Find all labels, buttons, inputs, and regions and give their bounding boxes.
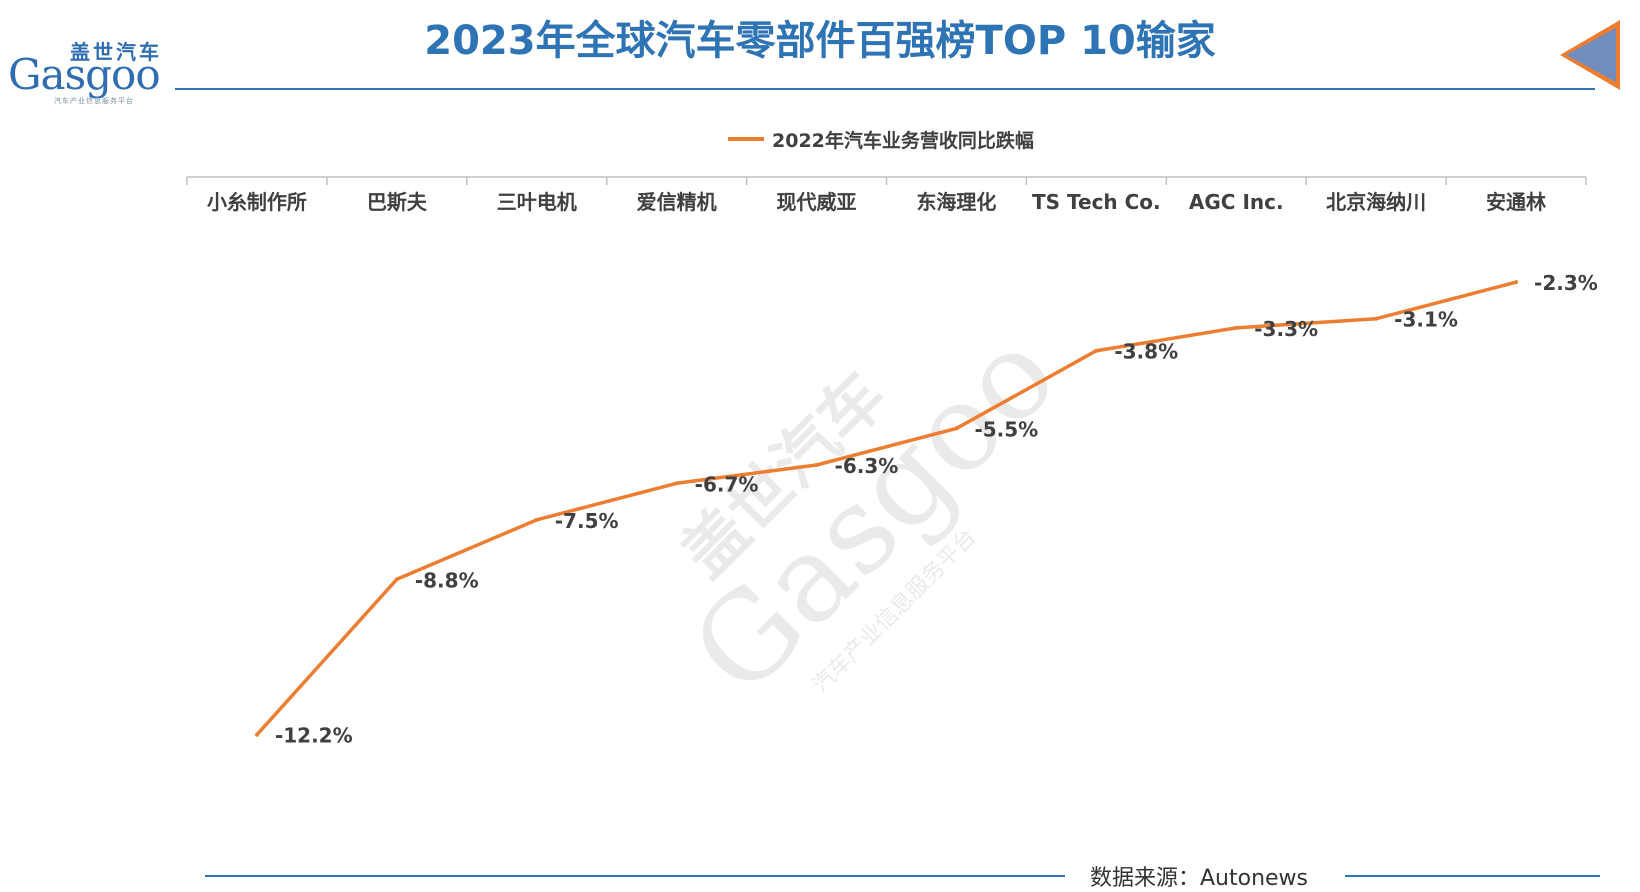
x-tick-label: 爱信精机 [637,190,717,214]
data-label: -3.8% [1114,340,1178,364]
x-tick-label: 小糸制作所 [207,190,307,214]
data-label: -6.3% [835,454,899,478]
x-tick-label: 安通林 [1486,190,1546,214]
data-point [954,426,959,431]
logo-english-text: Gasgoo [8,50,161,99]
data-point [674,481,679,486]
corner-arrow-icon [1560,20,1620,90]
data-label: -3.3% [1254,317,1318,341]
data-point [254,732,259,737]
data-label: -2.3% [1534,271,1598,295]
legend-label: 2022年汽车业务营收同比跌幅 [772,130,1034,152]
data-label: -6.7% [695,472,759,496]
x-tick-label: 三叶电机 [497,190,577,214]
x-tick-label: TS Tech Co. [1032,190,1161,214]
logo-subtitle: 汽车产业信息服务平台 [54,97,134,105]
data-point [1094,348,1099,353]
legend-swatch [728,137,764,141]
x-tick-label: 巴斯夫 [367,190,428,214]
x-tick-label: AGC Inc. [1189,190,1284,214]
data-point [1374,316,1379,321]
x-tick-label: 现代威亚 [777,190,857,214]
page-title: 2023年全球汽车零部件百强榜TOP 10输家 [424,18,1216,64]
logo-chinese-text: 盖世汽车 [70,40,162,64]
data-point [394,577,399,582]
gasgoo-logo: 盖世汽车 Gasgoo 汽车产业信息服务平台 [4,36,174,106]
data-label: -3.1% [1394,308,1458,332]
series-line [255,280,1518,737]
data-point [1234,325,1239,330]
title-divider [175,88,1595,90]
data-source: 数据来源：Autonews [1090,866,1309,891]
data-point [1514,280,1519,285]
data-point [814,463,819,467]
data-label: -12.2% [275,724,353,748]
footer-rule-right [1345,875,1600,877]
data-label: -8.8% [415,568,479,592]
x-tick-label: 北京海纳川 [1326,190,1426,214]
footer-rule-left [205,875,1065,877]
data-label: -7.5% [555,509,619,533]
data-label: -5.5% [974,417,1038,441]
data-point [534,517,539,522]
x-tick-label: 东海理化 [916,190,996,214]
